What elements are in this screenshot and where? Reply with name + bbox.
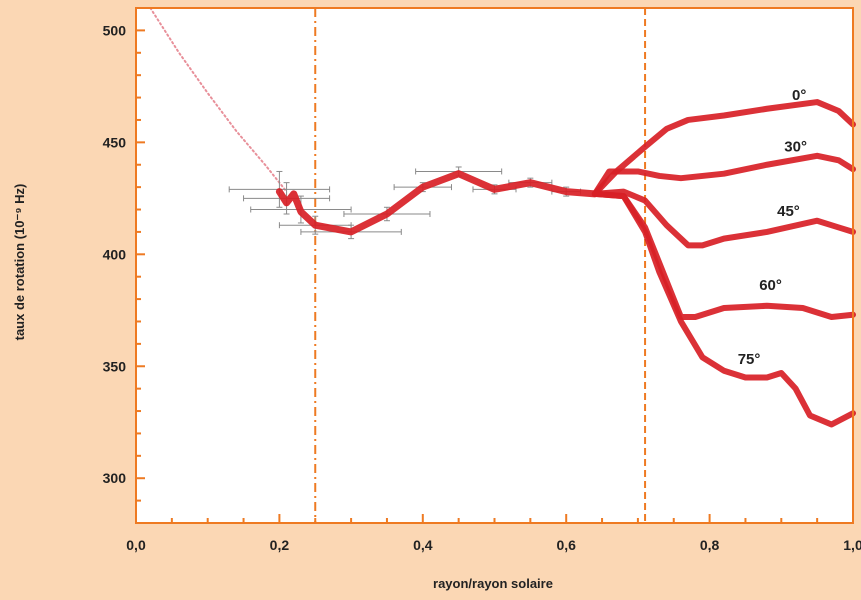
core-line (275, 170, 599, 236)
extrapolation-line (149, 7, 288, 193)
x-tick-label: 0,0 (126, 537, 146, 553)
tick-labels: 0,0 0,2 0,4 0,6 0,8 1,0 300 350 400 450 500 (103, 22, 861, 553)
plot-area (136, 8, 853, 523)
x-axis-label: rayon/rayon solaire (433, 576, 553, 591)
series-label-2: 45° (777, 203, 800, 220)
series-label-3: 60° (759, 277, 782, 294)
x-tick-label: 0,4 (413, 537, 433, 553)
y-tick-label: 350 (103, 358, 127, 374)
series-label-1: 30° (784, 138, 807, 155)
series-line-1 (591, 152, 856, 197)
series-line-2 (591, 188, 856, 249)
series-labels: 0° 30° 45° 60° 75° (738, 87, 807, 368)
y-tick-label: 500 (103, 22, 127, 38)
y-axis-label: taux de rotation (10⁻⁹ Hz) (12, 184, 27, 341)
series-label-4: 75° (738, 351, 761, 368)
extrapolation-dots (149, 7, 288, 193)
y-tick-label: 450 (103, 134, 127, 150)
y-tick-label: 300 (103, 470, 127, 486)
y-tick-label: 400 (103, 246, 127, 262)
series-lines (275, 99, 856, 428)
vertical-reference-lines (314, 8, 647, 523)
x-tick-label: 0,8 (700, 537, 720, 553)
series-label-0: 0° (792, 87, 806, 104)
x-tick-label: 0,2 (270, 537, 290, 553)
axes (135, 7, 854, 524)
series-line-0 (591, 99, 856, 197)
series-line-4 (591, 190, 856, 428)
x-tick-label: 1,0 (843, 537, 861, 553)
x-tick-label: 0,6 (556, 537, 576, 553)
